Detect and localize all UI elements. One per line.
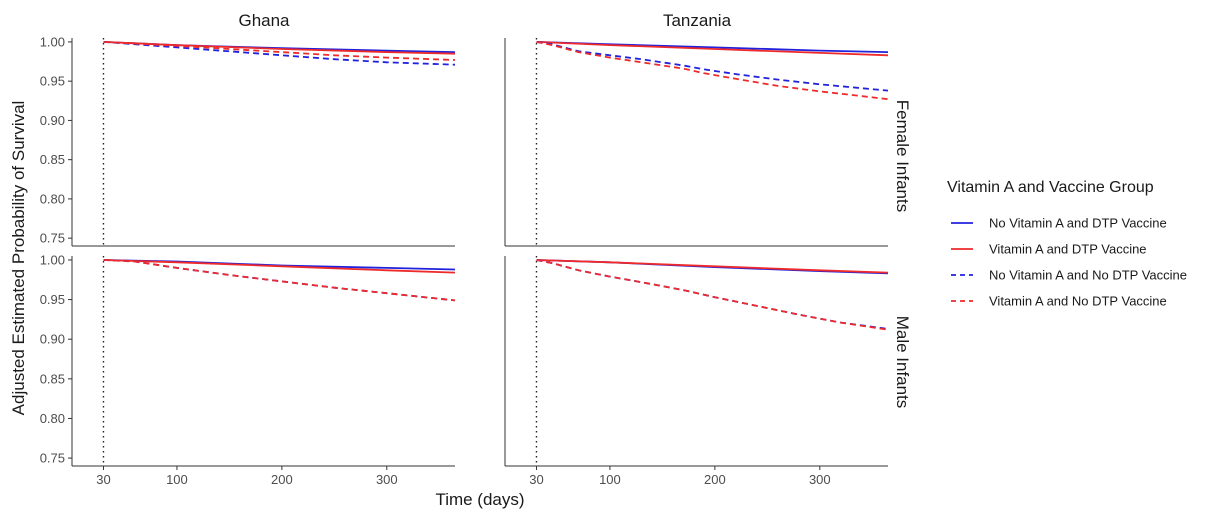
series-line-vitamin-a-and-dtp-vaccine	[536, 259, 889, 274]
x-tick-label: 300	[376, 472, 398, 487]
x-tick-label: 30	[96, 472, 110, 487]
series-line-vitamin-a-and-no-dtp-vaccine	[536, 259, 889, 331]
legend-title: Vitamin A and Vaccine Group	[947, 179, 1154, 196]
panels-layer: 0.75 0.80 0.85 0.90 0.95 1.00 0.75 0.80 0.85 0.90…	[40, 34, 889, 487]
y-tick-label: 0.75	[40, 231, 65, 246]
series-line-no-vitamin-a-and-no-dtp-vaccine	[103, 41, 456, 66]
series-line-vitamin-a-and-no-dtp-vaccine	[103, 259, 456, 302]
x-tick-label: 200	[271, 472, 293, 487]
panel-tanzania-male-infants: 30 100 200 300	[504, 256, 889, 487]
column-strip-tanzania: Tanzania	[663, 11, 732, 30]
legend: Vitamin A and Vaccine Group No Vitamin A…	[947, 179, 1187, 309]
row-strip-female-infants: Female Infants	[893, 100, 912, 212]
x-tick-label: 300	[809, 472, 831, 487]
x-tick-label: 100	[166, 472, 188, 487]
y-tick-label: 0.90	[40, 332, 65, 347]
series-line-vitamin-a-and-dtp-vaccine	[103, 259, 456, 274]
y-tick-label: 0.95	[40, 292, 65, 307]
legend-label-vitamin-a-and-no-dtp-vaccine: Vitamin A and No DTP Vaccine	[989, 294, 1167, 309]
legend-label-no-vitamin-a-and-dtp-vaccine: No Vitamin A and DTP Vaccine	[989, 216, 1167, 231]
series-line-vitamin-a-and-no-dtp-vaccine	[103, 41, 456, 61]
x-tick-label: 100	[599, 472, 621, 487]
y-tick-label: 0.80	[40, 411, 65, 426]
legend-label-vitamin-a-and-dtp-vaccine: Vitamin A and DTP Vaccine	[989, 242, 1147, 257]
y-tick-label: 0.75	[40, 451, 65, 466]
series-line-no-vitamin-a-and-no-dtp-vaccine	[536, 41, 889, 92]
series-line-vitamin-a-and-dtp-vaccine	[103, 41, 456, 55]
x-axis-title: Time (days)	[435, 490, 524, 509]
y-tick-label: 1.00	[40, 252, 65, 267]
y-tick-label: 0.90	[40, 113, 65, 128]
series-line-vitamin-a-and-no-dtp-vaccine	[536, 41, 889, 101]
y-tick-label: 0.80	[40, 191, 65, 206]
panel-ghana-male-infants: 0.75 0.80 0.85 0.90 0.95 1.00 30 100 200 300	[40, 252, 456, 487]
panel-ghana-female-infants: 0.75 0.80 0.85 0.90 0.95 1.00	[40, 34, 456, 247]
panel-tanzania-female-infants	[504, 38, 889, 247]
x-tick-label: 30	[529, 472, 543, 487]
y-tick-label: 0.85	[40, 152, 65, 167]
y-axis-title: Adjusted Estimated Probability of Surviv…	[9, 101, 28, 416]
y-tick-label: 0.95	[40, 74, 65, 89]
column-strip-ghana: Ghana	[238, 11, 290, 30]
row-strip-male-infants: Male Infants	[893, 316, 912, 409]
x-tick-label: 200	[704, 472, 726, 487]
series-line-vitamin-a-and-dtp-vaccine	[536, 41, 889, 57]
legend-label-no-vitamin-a-and-no-dtp-vaccine: No Vitamin A and No DTP Vaccine	[989, 268, 1187, 283]
y-tick-label: 1.00	[40, 34, 65, 49]
strip-labels: Ghana Tanzania Female Infants Male Infan…	[238, 11, 912, 408]
y-tick-label: 0.85	[40, 371, 65, 386]
